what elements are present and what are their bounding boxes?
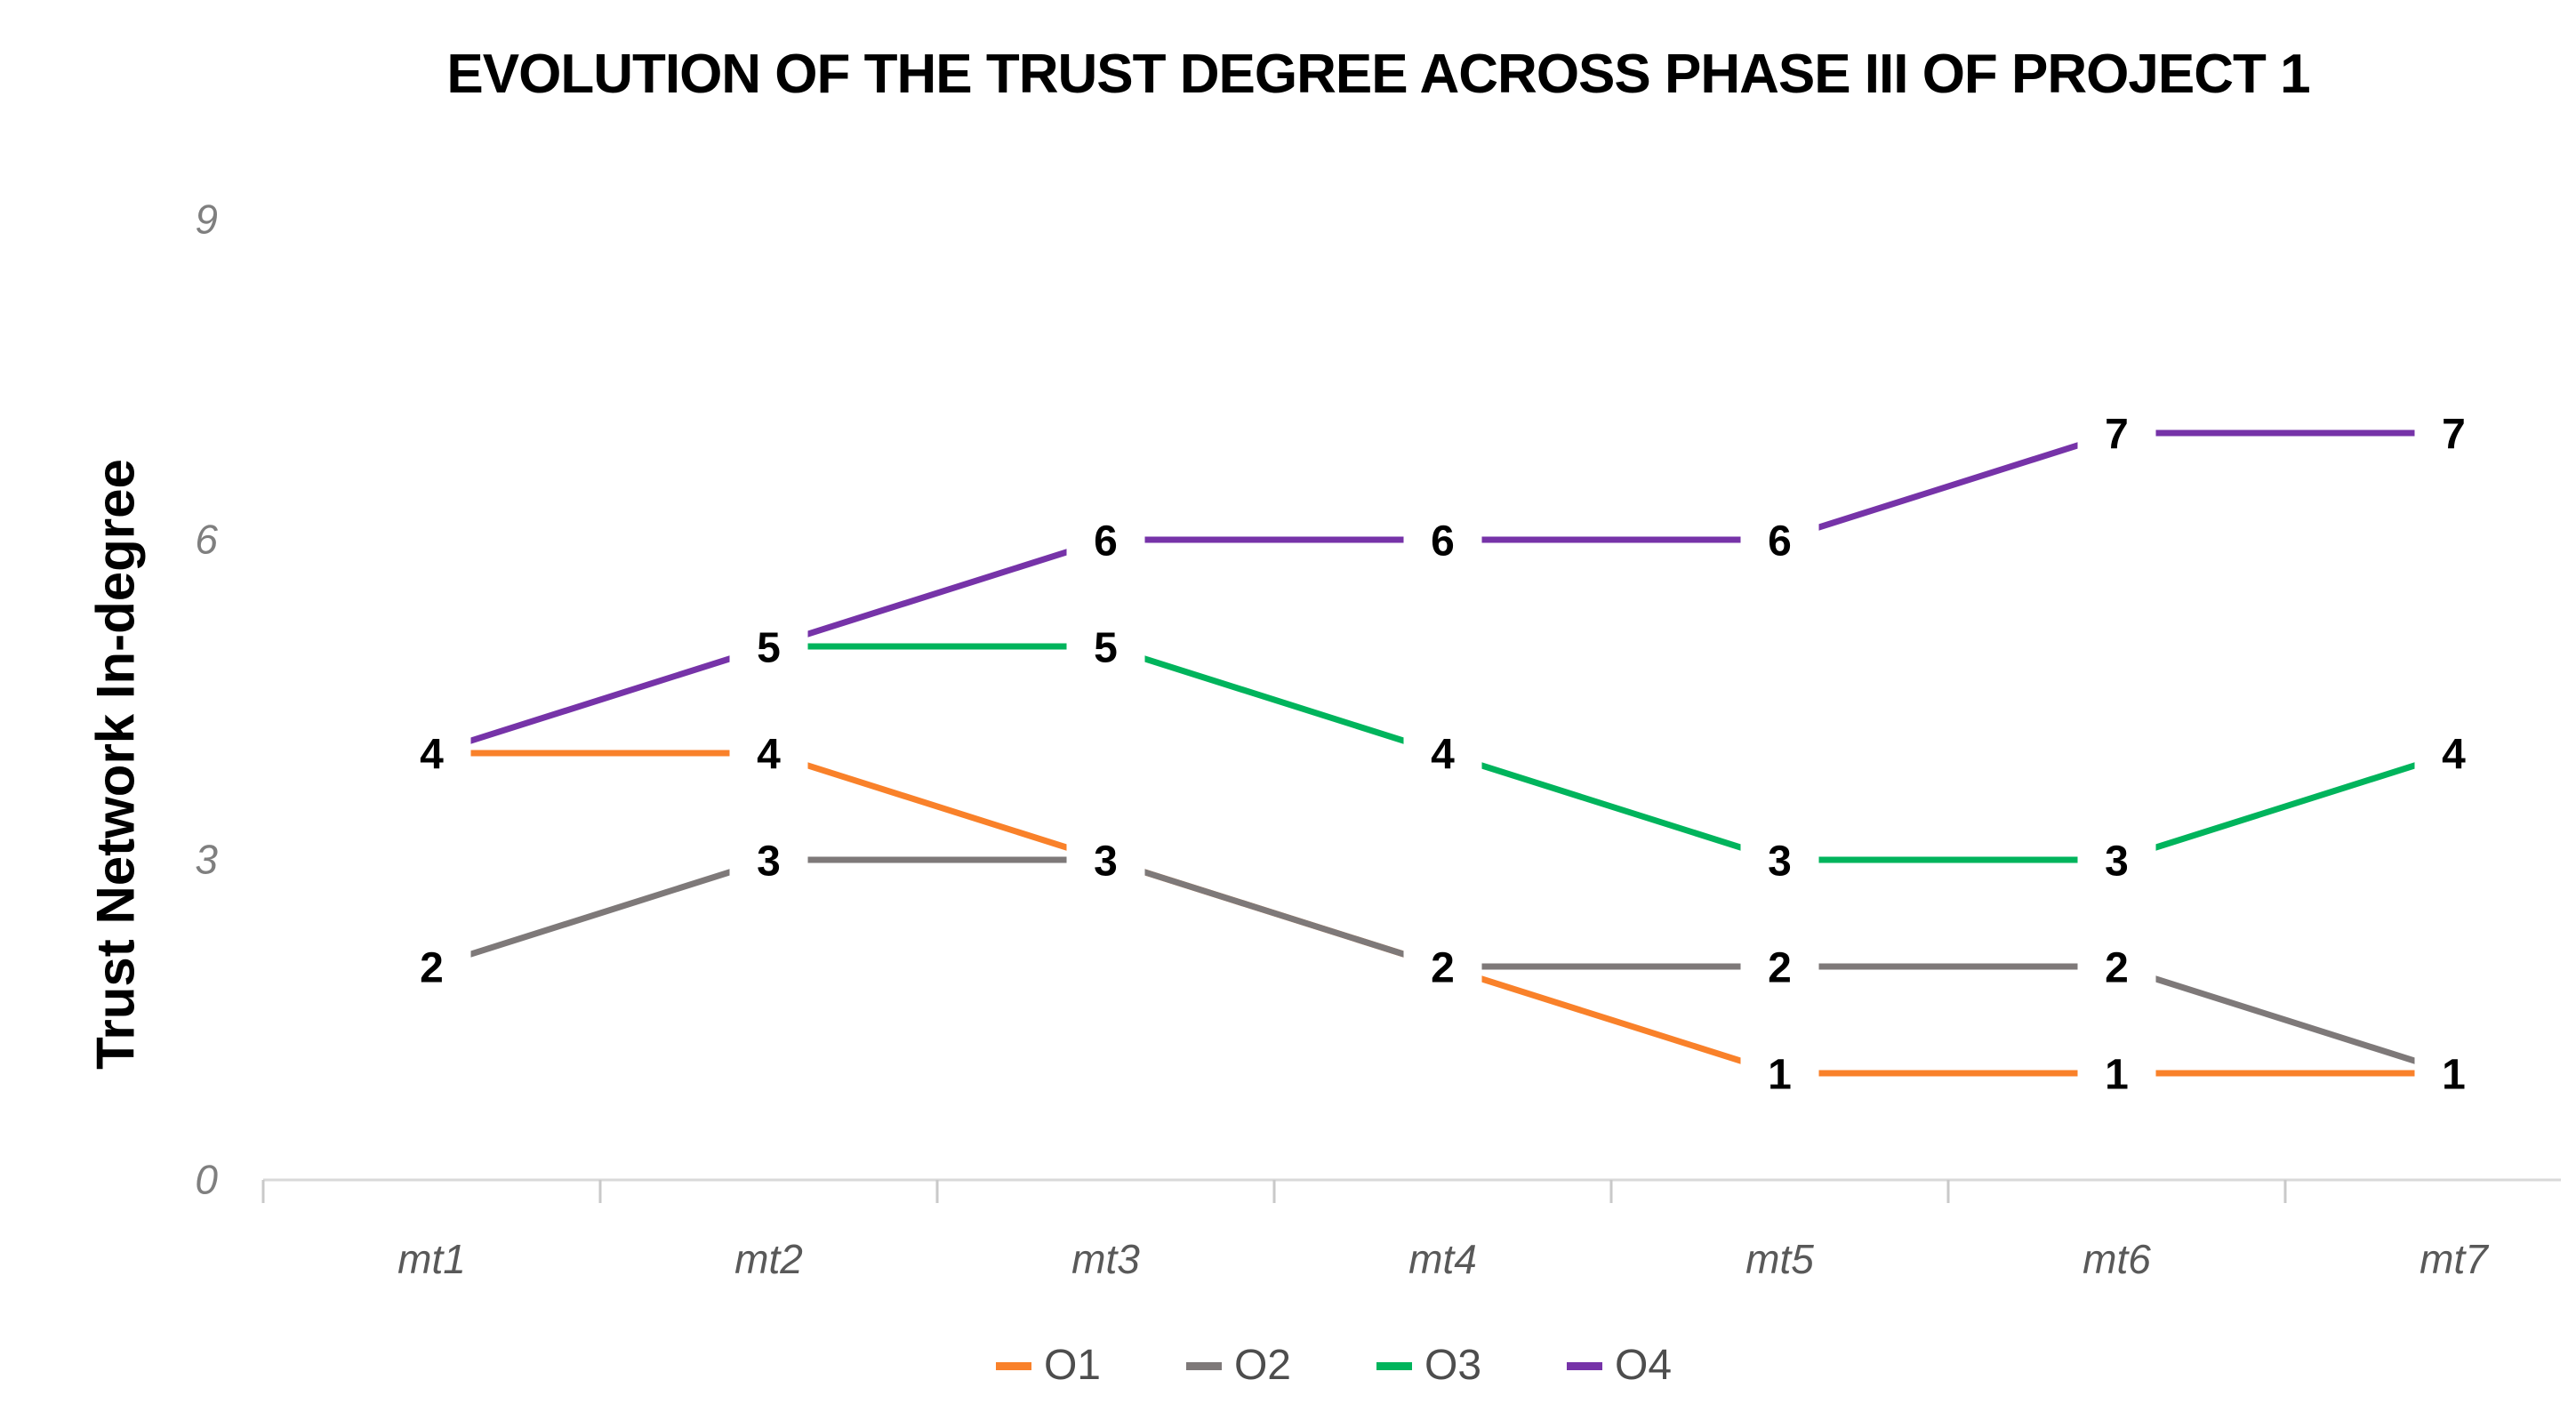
data-label-background [2414,1046,2493,1101]
data-label: 1 [2442,1051,2466,1098]
data-label-background [729,832,808,887]
data-label: 1 [1768,1051,1792,1098]
legend-swatch-O2 [1185,1361,1222,1370]
y-tick-label: 9 [195,197,218,243]
data-label-background [2414,405,2493,461]
legend-swatch-O3 [1376,1361,1412,1370]
legend-item-O1: O1 [995,1342,1101,1389]
data-label-background [1403,726,1482,781]
data-label-background [1740,512,1819,567]
data-label: 4 [757,731,781,778]
y-tick-label: 0 [195,1157,218,1203]
legend-item-O3: O3 [1376,1344,1481,1387]
x-category-label: mt4 [1408,1236,1477,1282]
legend-label: O1 [1043,1342,1101,1389]
data-label: 4 [420,731,444,778]
data-label-background [2077,832,2156,887]
series-line-O4 [430,429,2454,757]
data-label-background [2077,405,2156,461]
data-label-background [392,726,471,781]
series-line-O3 [768,643,2455,863]
data-label: 5 [1094,624,1118,671]
data-label: 2 [420,944,444,991]
legend-label: O3 [1424,1342,1482,1389]
data-label-background [2077,939,2156,994]
data-label: 4 [1431,731,1455,778]
series-line-O1 [431,750,2454,1077]
legend-swatch-O1 [995,1361,1031,1370]
legend-item-O4: O4 [1567,1344,1672,1387]
x-category-label: mt7 [2420,1236,2489,1282]
legend: O1 O2 O3 O4 [89,1344,2576,1387]
data-label: 6 [1768,517,1792,565]
data-label: 3 [1094,838,1118,885]
data-label-background [1740,939,1819,994]
legend-label: O2 [1233,1342,1291,1389]
data-label-background [1066,619,1145,674]
data-label-background [1066,512,1145,567]
data-label: 7 [2105,411,2129,458]
y-tick-label: 3 [195,837,218,883]
data-label: 2 [2105,944,2129,991]
data-label-background [1403,939,1482,994]
data-label: 4 [2442,731,2466,778]
x-category-label: mt1 [397,1236,466,1282]
legend-swatch-O4 [1567,1361,1603,1370]
data-label: 3 [2105,838,2129,885]
data-label: 7 [2442,411,2466,458]
data-label-background [2414,726,2493,781]
data-label: 1 [2105,1051,2129,1098]
chart-title: EVOLUTION OF THE TRUST DEGREE ACROSS PHA… [446,44,2310,105]
data-label: 2 [1768,944,1792,991]
x-category-label: mt3 [1071,1236,1140,1282]
data-label-background [1740,1046,1819,1101]
data-label-background [392,939,471,994]
x-category-label: mt6 [2082,1236,2151,1282]
data-label-background [1403,512,1482,567]
y-tick-label: 6 [195,517,218,563]
legend-item-O2: O2 [1185,1342,1291,1389]
data-label: 6 [1431,517,1455,565]
data-label-background [2077,1046,2156,1101]
data-label: 5 [757,624,781,671]
x-category-label: mt5 [1745,1236,1814,1282]
x-category-label: mt2 [734,1236,803,1282]
data-label: 3 [1768,838,1792,885]
data-label-background [729,726,808,781]
data-label-background [729,619,808,674]
data-label: 3 [757,838,781,885]
legend-label: O4 [1615,1342,1673,1389]
data-label: 2 [1431,944,1455,991]
data-label-background [1066,832,1145,887]
data-label: 6 [1094,517,1118,565]
data-label-background [1740,832,1819,887]
